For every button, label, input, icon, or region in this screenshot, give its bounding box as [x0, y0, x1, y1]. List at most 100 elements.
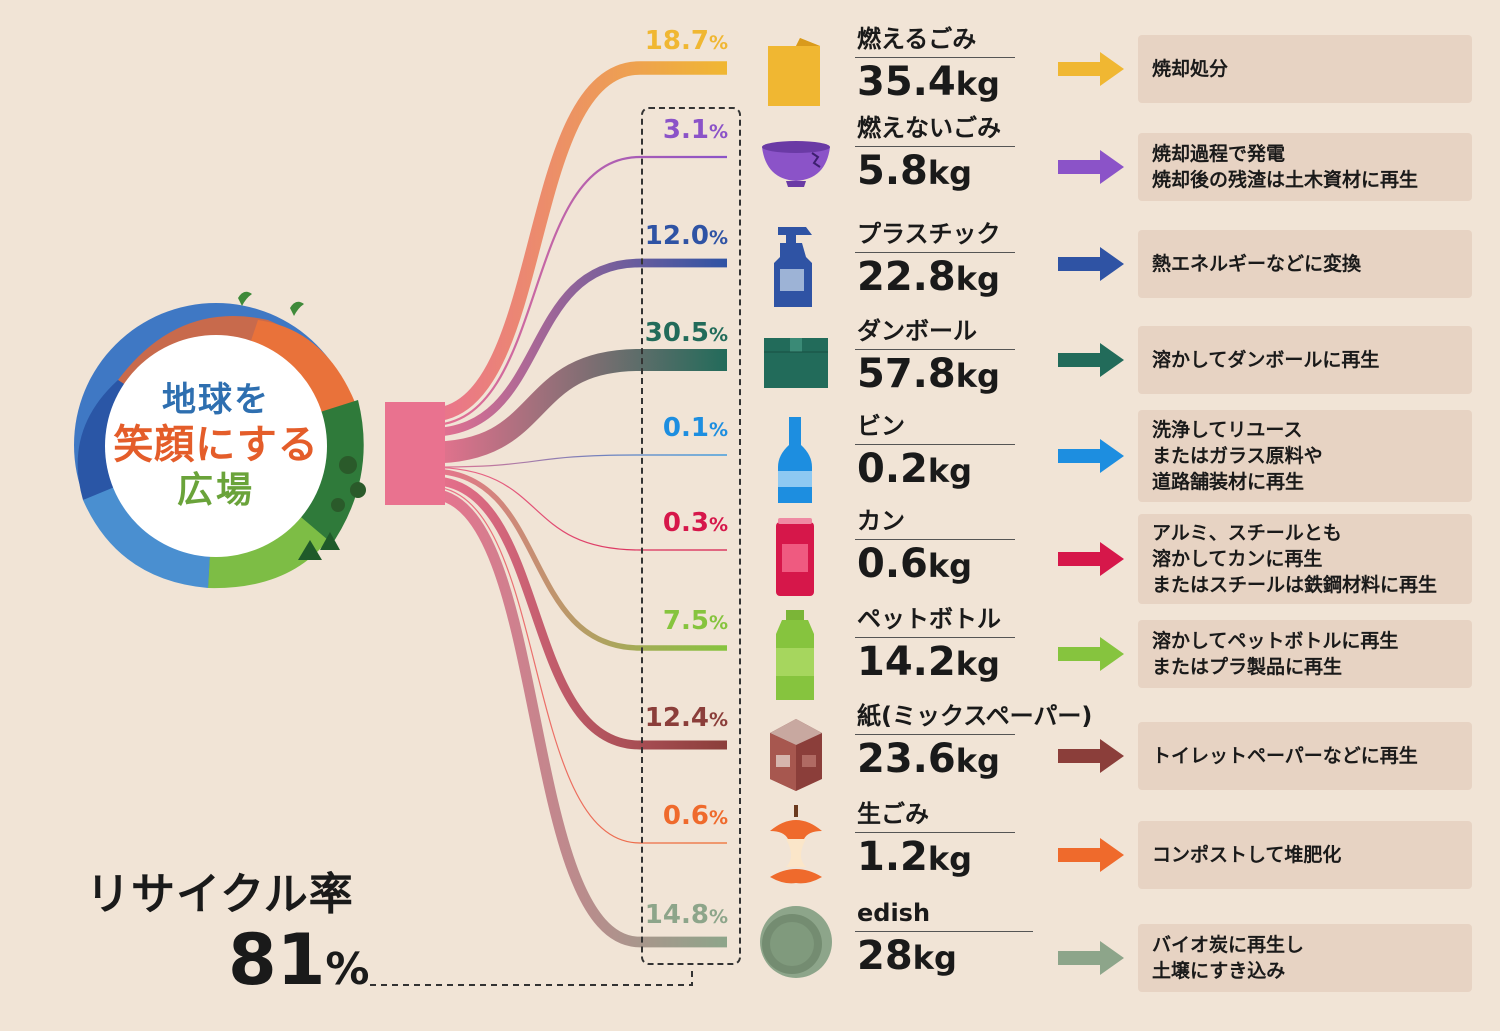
- category-icon: [756, 902, 836, 982]
- percent-label: 12.4%: [610, 703, 728, 735]
- category-weight: 28kg: [857, 934, 957, 980]
- logo-globe: 地球を 笑顔にする 広場: [58, 290, 380, 590]
- logo-line-2: 笑顔にする: [113, 422, 319, 468]
- arrow-right-icon: [1058, 838, 1124, 872]
- percent-label: 3.1%: [610, 115, 728, 147]
- destination-text: アルミ、スチールとも 溶かしてカンに再生 またはスチールは鉄鋼材料に再生: [1152, 522, 1438, 596]
- weight-unit: kg: [955, 65, 1000, 103]
- category-divider: [855, 57, 1015, 58]
- category-weight: 1.2kg: [857, 835, 972, 881]
- category-icon: [756, 320, 836, 400]
- arrow-right-icon: [1058, 941, 1124, 975]
- arrow-right-icon: [1058, 150, 1124, 184]
- destination-text: 焼却処分: [1152, 58, 1229, 80]
- destination-box: 溶かしてペットボトルに再生 またはプラ製品に再生: [1138, 620, 1472, 688]
- destination-box: 洗浄してリユース またはガラス原料や 道路舗装材に再生: [1138, 410, 1472, 502]
- percent-label: 12.0%: [610, 221, 728, 253]
- logo-line-3: 広場: [176, 470, 255, 511]
- category-weight: 35.4kg: [857, 60, 1000, 106]
- recycle-rate-number: 81: [228, 919, 326, 1001]
- category-weight: 0.6kg: [857, 542, 972, 588]
- weight-unit: kg: [927, 452, 973, 490]
- can-icon: [776, 518, 814, 596]
- weight-unit: kg: [955, 357, 1000, 395]
- flow-line: [429, 466, 727, 551]
- category-name: ペットボトル: [857, 605, 1001, 633]
- category-weight: 14.2kg: [857, 640, 1000, 686]
- recycle-rate-unit: %: [325, 944, 370, 995]
- destination-text: 焼却過程で発電 焼却後の残渣は土木資材に再生: [1152, 143, 1419, 191]
- burnable-waste-icon: [768, 38, 820, 106]
- percent-unit: %: [708, 419, 728, 441]
- weight-unit: kg: [955, 742, 1000, 780]
- recyclable-group-outline: [641, 107, 741, 965]
- percent-label: 7.5%: [610, 606, 728, 638]
- flow-line: [429, 476, 727, 750]
- source-flow: [385, 402, 445, 505]
- edish-plate-icon: [760, 906, 832, 978]
- destination-box: 焼却処分: [1138, 35, 1472, 103]
- weight-value: 23.6: [857, 736, 956, 782]
- percent-value: 7.5: [662, 606, 709, 636]
- destination-text: バイオ炭に再生し 土壌にすき込み: [1152, 934, 1305, 982]
- category-name: ダンボール: [857, 317, 977, 345]
- percent-label: 0.3%: [610, 508, 728, 540]
- category-icon: [756, 803, 836, 884]
- category-name: 燃えるごみ: [857, 25, 977, 53]
- pet-bottle-icon: [776, 610, 814, 700]
- category-weight: 23.6kg: [857, 737, 1000, 783]
- category-icon: [756, 223, 836, 307]
- arrow-right-icon: [1058, 52, 1124, 86]
- spray-bottle-icon: [774, 227, 812, 307]
- category-name: edish: [857, 899, 931, 927]
- arrow-right-icon: [1058, 439, 1124, 473]
- weight-value: 14.2: [857, 639, 956, 685]
- percent-value: 0.3: [662, 508, 709, 538]
- destination-box: アルミ、スチールとも 溶かしてカンに再生 またはスチールは鉄鋼材料に再生: [1138, 514, 1472, 604]
- arrow-right-icon: [1058, 247, 1124, 281]
- weight-value: 0.2: [857, 446, 928, 492]
- weight-value: 0.6: [857, 541, 928, 587]
- destination-box: 溶かしてダンボールに再生: [1138, 326, 1472, 394]
- destination-text: 洗浄してリユース またはガラス原料や 道路舗装材に再生: [1152, 419, 1323, 493]
- destination-text: コンポストして堆肥化: [1152, 844, 1342, 866]
- weight-value: 28: [857, 933, 913, 979]
- milk-carton-icon: [770, 719, 822, 791]
- flow-line: [429, 349, 727, 464]
- category-name: 生ごみ: [857, 800, 929, 828]
- destination-box: 焼却過程で発電 焼却後の残渣は土木資材に再生: [1138, 133, 1472, 201]
- destination-text: トイレットペーパーなどに再生: [1152, 745, 1418, 767]
- percent-value: 30.5: [644, 318, 709, 348]
- weight-unit: kg: [955, 645, 1000, 683]
- category-name: 燃えないごみ: [857, 114, 1001, 142]
- category-weight: 22.8kg: [857, 255, 1000, 301]
- apple-core-icon: [770, 805, 822, 884]
- percent-value: 0.6: [662, 801, 709, 831]
- category-divider: [855, 349, 1015, 350]
- arrow-right-icon: [1058, 637, 1124, 671]
- cardboard-box-icon: [764, 338, 828, 388]
- category-weight: 5.8kg: [857, 149, 972, 195]
- percent-label: 0.6%: [610, 801, 728, 833]
- logo-line-1: 地球を: [162, 380, 270, 420]
- weight-unit: kg: [912, 939, 957, 977]
- category-divider: [855, 832, 1015, 833]
- category-weight: 57.8kg: [857, 352, 1000, 398]
- flow-line: [429, 454, 727, 468]
- flow-line: [429, 486, 727, 844]
- category-icon: [756, 415, 836, 503]
- arrow-right-icon: [1058, 542, 1124, 576]
- category-name: ビン: [857, 412, 905, 440]
- percent-unit: %: [708, 32, 728, 54]
- flow-line: [429, 155, 727, 427]
- weight-unit: kg: [927, 154, 973, 192]
- destination-box: コンポストして堆肥化: [1138, 821, 1472, 889]
- category-divider: [855, 637, 1015, 638]
- category-divider: [855, 539, 1015, 540]
- percent-unit: %: [708, 227, 728, 249]
- destination-box: トイレットペーパーなどに再生: [1138, 722, 1472, 790]
- percent-unit: %: [708, 324, 728, 346]
- percent-value: 3.1: [662, 115, 709, 145]
- percent-label: 0.1%: [610, 413, 728, 445]
